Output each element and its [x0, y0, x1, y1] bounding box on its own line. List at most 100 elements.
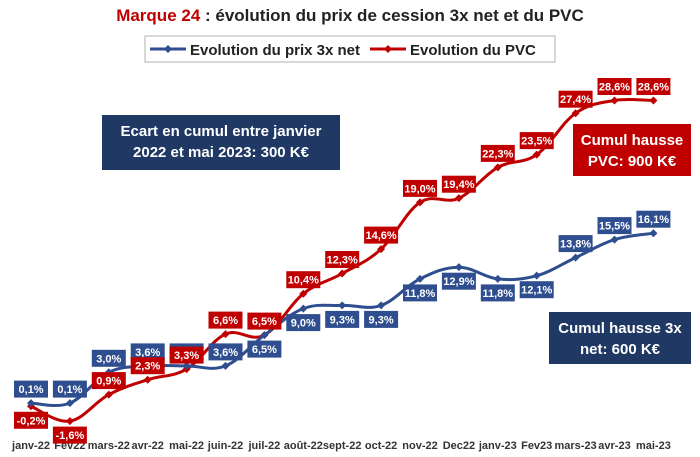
data-point-pvc — [610, 96, 619, 105]
data-label-box — [130, 357, 165, 375]
data-label: 14,6% — [365, 230, 396, 242]
data-label-box — [364, 310, 399, 328]
data-label-box — [403, 284, 437, 302]
annotation-text: 2022 et mai 2023: 300 K€ — [133, 144, 310, 161]
data-label-box — [247, 340, 282, 358]
legend-label: Evolution du PVC — [410, 42, 536, 59]
data-label-box — [480, 144, 515, 162]
chart-title-rest: : évolution du prix de cession 3x net et… — [200, 6, 584, 25]
legend-marker — [164, 45, 172, 53]
x-tick-label: sept-22 — [323, 440, 362, 452]
data-label: 11,8% — [405, 288, 436, 300]
data-label-box — [636, 210, 671, 228]
annotation-ecart: Ecart en cumul entre janvier 2022 et mai … — [102, 115, 340, 170]
data-label-box — [52, 380, 87, 398]
data-label-box — [208, 343, 243, 361]
x-tick-label: août-22 — [284, 440, 323, 452]
data-point-net — [610, 235, 619, 244]
data-label-box — [91, 349, 126, 367]
data-point-net — [493, 274, 502, 283]
data-point-pvc — [532, 150, 541, 159]
data-label-box — [325, 251, 360, 268]
annotation-box — [573, 124, 691, 176]
data-label: 19,4% — [443, 179, 474, 191]
x-tick-label: Fev23 — [521, 440, 552, 452]
data-label-box — [52, 426, 87, 444]
annotation-box — [549, 312, 691, 364]
data-point-net — [338, 301, 347, 310]
data-point-net — [571, 253, 580, 262]
annotation-box — [102, 115, 340, 170]
data-point-net — [532, 271, 541, 280]
data-label: 3,0% — [96, 353, 121, 365]
data-point-net — [221, 361, 230, 370]
data-label-box — [558, 235, 593, 253]
data-point-net — [182, 361, 191, 370]
x-axis: janv-22 Fev22 mars-22 avr-22 mai-22 juin-22 ju… — [11, 440, 671, 452]
x-tick-label: mai-22 — [169, 440, 204, 452]
data-label-box — [519, 281, 554, 299]
data-label: 3,6% — [135, 347, 160, 359]
x-tick-label: avr-22 — [131, 440, 163, 452]
x-tick-label: oct-22 — [365, 440, 397, 452]
data-point-net — [27, 399, 35, 408]
x-tick-label: mars-23 — [554, 440, 596, 452]
x-tick-label: juil-22 — [248, 440, 281, 452]
data-label: 10,4% — [288, 275, 319, 287]
legend-item-net: Evolution du prix 3x net — [150, 42, 360, 59]
data-label: 0,1% — [57, 384, 82, 396]
data-point-net — [65, 399, 74, 408]
data-label: 0,9% — [96, 376, 121, 388]
data-label-box — [597, 78, 632, 95]
annotation-text: Cumul hausse — [581, 132, 684, 149]
x-tick-label: mai-23 — [636, 440, 671, 452]
data-label: 9,3% — [330, 314, 355, 326]
data-point-pvc — [416, 198, 424, 207]
chart-title-brand: Marque 24 — [116, 6, 201, 25]
data-label: 12,3% — [327, 255, 358, 267]
data-point-net — [649, 229, 658, 238]
data-label-box — [130, 343, 165, 361]
x-tick-label: Dec22 — [443, 440, 475, 452]
annotation-net: Cumul hausse 3x net: 600 K€ — [549, 312, 691, 364]
data-label-box — [208, 311, 243, 329]
data-label: 9,3% — [369, 314, 394, 326]
data-label: 28,6% — [599, 82, 630, 94]
data-point-net — [377, 301, 386, 310]
x-tick-label: avr-23 — [598, 440, 630, 452]
data-label: 3,3% — [174, 350, 199, 362]
data-point-net — [299, 304, 308, 313]
data-label-box — [169, 346, 204, 364]
x-tick-label: janv-23 — [478, 440, 517, 452]
data-point-pvc — [493, 163, 502, 172]
legend-item-pvc: Evolution du PVC — [370, 42, 536, 59]
data-label-box — [519, 132, 554, 150]
data-label-box — [247, 312, 282, 330]
data-label-box — [558, 90, 593, 108]
data-point-pvc — [221, 330, 230, 339]
data-label: 16,1% — [638, 214, 669, 226]
annotation-text: PVC: 900 K€ — [588, 153, 677, 170]
data-label: -1,6% — [56, 430, 85, 442]
data-point-net — [454, 263, 463, 272]
data-label: 15,5% — [599, 221, 630, 233]
data-label-box — [480, 284, 515, 302]
data-label: 3,6% — [213, 347, 238, 359]
data-label: 27,4% — [560, 94, 591, 106]
data-point-pvc — [104, 390, 113, 399]
data-label: 6,5% — [252, 344, 277, 356]
annotation-text: Ecart en cumul entre janvier — [121, 123, 322, 140]
data-point-pvc — [143, 375, 152, 384]
data-label-box — [364, 226, 399, 244]
legend-frame — [144, 35, 556, 63]
data-label-box — [597, 217, 632, 235]
data-labels-net: 0,1%0,1%3,0%3,6%3,6%3,6%6,5%9,0%9,3%9,3%… — [14, 210, 671, 398]
data-label: 9,0% — [291, 318, 316, 330]
legend-marker — [384, 45, 392, 53]
legend-label: Evolution du prix 3x net — [190, 42, 360, 59]
data-label-box — [14, 411, 48, 429]
data-label-box — [286, 271, 321, 289]
data-label-box — [91, 372, 126, 390]
data-labels-pvc: -0,2% -1,6% 0,9% 2,3% 3,3% 6,6% 6,5% 10,4% 12,3%… — [14, 78, 671, 444]
